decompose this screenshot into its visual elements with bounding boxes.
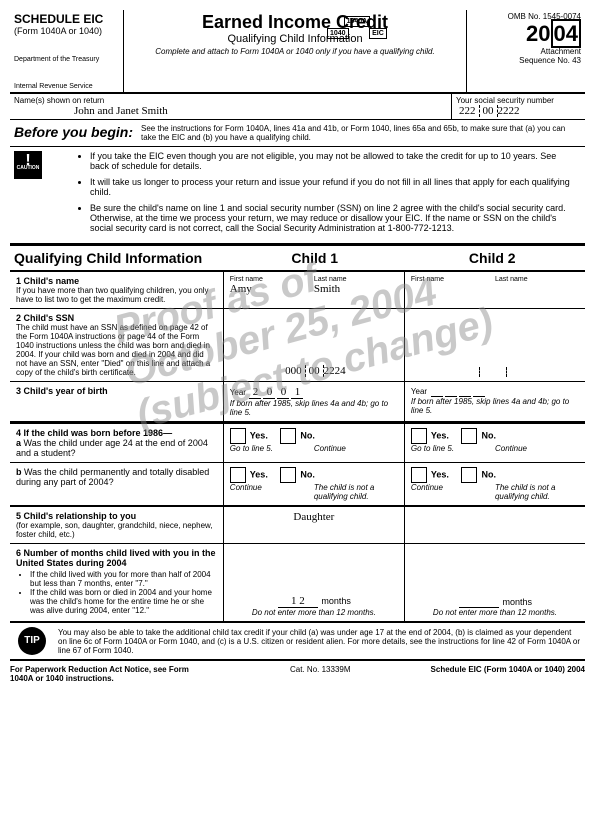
q4-label: If the child was born before 1986— [24, 428, 173, 438]
form-note: Complete and attach to Form 1040A or 104… [128, 47, 462, 56]
q1-c2-ln-lbl: Last name [495, 276, 579, 283]
q4b-c1-yes[interactable] [230, 467, 246, 483]
q1-help: If you have more than two qualifying chi… [16, 286, 217, 304]
bullet-3: Be sure the child's name on line 1 and s… [90, 203, 575, 233]
section-title: Qualifying Child Information [14, 250, 226, 266]
q3-c1-yearlbl: Year [230, 388, 246, 397]
bullet-2: It will take us longer to process your r… [90, 177, 575, 197]
names-value[interactable]: John and Janet Smith [14, 105, 447, 117]
q6-c2-months[interactable] [459, 597, 499, 608]
logo-1040a: 1040A [344, 16, 371, 27]
q4a-c1-no[interactable] [280, 428, 296, 444]
q4a-c2-no[interactable] [461, 428, 477, 444]
q1-c1-first[interactable]: Amy [230, 283, 314, 295]
logo-1040: 1040 [327, 28, 349, 39]
q2-num: 2 [16, 313, 21, 323]
q5-label: Child's relationship to you [24, 511, 137, 521]
q6-c1-note: Do not enter more than 12 months. [252, 608, 376, 617]
q2-c1-c[interactable]: 2224 [324, 365, 346, 377]
form-subtitle: Qualifying Child Information [128, 33, 462, 45]
ssn-2[interactable]: 00 [480, 105, 498, 117]
form-title: Earned Income Credit [128, 12, 462, 33]
tip-icon: TIP [18, 627, 46, 655]
child1-header: Child 1 [226, 250, 404, 266]
q3-c2-yearlbl: Year [411, 387, 427, 396]
q4b-c2-yes[interactable] [411, 467, 427, 483]
dept2: Internal Revenue Service [14, 83, 119, 90]
year-prefix: 20 [526, 21, 550, 46]
q4b-c1-no[interactable] [280, 467, 296, 483]
q3-num: 3 [16, 386, 21, 396]
q5-num: 5 [16, 511, 21, 521]
q1-c2-fn-lbl: First name [411, 276, 495, 283]
ssn-1[interactable]: 222 [456, 105, 480, 117]
before-text: See the instructions for Form 1040A, lin… [137, 120, 585, 146]
caution-icon: ! [14, 151, 42, 179]
q3-c1-note: If born after 1985, skip lines 4a and 4b… [230, 399, 398, 417]
q1-num: 1 [16, 276, 21, 286]
ssn-3[interactable]: 2222 [498, 105, 520, 117]
tip-text: You may also be able to take the additio… [54, 624, 585, 659]
before-heading: Before you begin: [10, 120, 137, 146]
footer-left: For Paperwork Reduction Act Notice, see … [10, 665, 189, 683]
q4b-c2-no[interactable] [461, 467, 477, 483]
logo-eic: EIC [369, 28, 387, 39]
q6-c1-months[interactable]: 1 2 [278, 595, 318, 608]
q6-c2-note: Do not enter more than 12 months. [433, 608, 557, 617]
attachment: Attachment [471, 47, 581, 56]
q4a-text: Was the child under age 24 at the end of… [16, 438, 208, 458]
q6-b1: If the child lived with you for more tha… [30, 570, 217, 588]
ssn-label: Your social security number [456, 96, 581, 105]
q4a-c2-yes[interactable] [411, 428, 427, 444]
q5-help: (for example, son, daughter, grandchild,… [16, 521, 217, 539]
names-label: Name(s) shown on return [14, 96, 447, 105]
q4a-c1-yes[interactable] [230, 428, 246, 444]
q4b-text: Was the child permanently and totally di… [16, 467, 209, 487]
year-suffix: 04 [551, 19, 581, 48]
q1-c1-fn-lbl: First name [230, 276, 314, 283]
q1-c1-last[interactable]: Smith [314, 283, 398, 295]
form-number: (Form 1040A or 1040) [14, 26, 119, 36]
footer-mid: Cat. No. 13339M [290, 665, 350, 683]
q4-num: 4 [16, 428, 21, 438]
dept1: Department of the Treasury [14, 56, 119, 63]
q3-label: Child's year of birth [24, 386, 108, 396]
q5-c1-value[interactable]: Daughter [223, 507, 404, 543]
q2-label: Child's SSN [24, 313, 75, 323]
q3-c1-y1[interactable]: 2 [249, 386, 261, 399]
q1-label: Child's name [24, 276, 80, 286]
q5-c2-value[interactable] [404, 507, 585, 543]
q2-help: The child must have an SSN as defined on… [16, 323, 217, 377]
q6-b2: If the child was born or died in 2004 an… [30, 588, 217, 615]
q6-num: 6 [16, 548, 21, 558]
q2-c1-a[interactable]: 000 [282, 365, 306, 377]
q2-c1-b[interactable]: 00 [306, 365, 324, 377]
q1-c1-ln-lbl: Last name [314, 276, 398, 283]
bullet-1: If you take the EIC even though you are … [90, 151, 575, 171]
child2-header: Child 2 [404, 250, 582, 266]
q3-c2-note: If born after 1985, skip lines 4a and 4b… [411, 397, 579, 415]
schedule-label: SCHEDULE EIC [14, 12, 119, 26]
sequence: Sequence No. 43 [471, 56, 581, 65]
q6-label: Number of months child lived with you in… [16, 548, 216, 568]
footer-right: Schedule EIC (Form 1040A or 1040) 2004 [431, 665, 585, 674]
form-header: SCHEDULE EIC (Form 1040A or 1040) Depart… [10, 10, 585, 94]
